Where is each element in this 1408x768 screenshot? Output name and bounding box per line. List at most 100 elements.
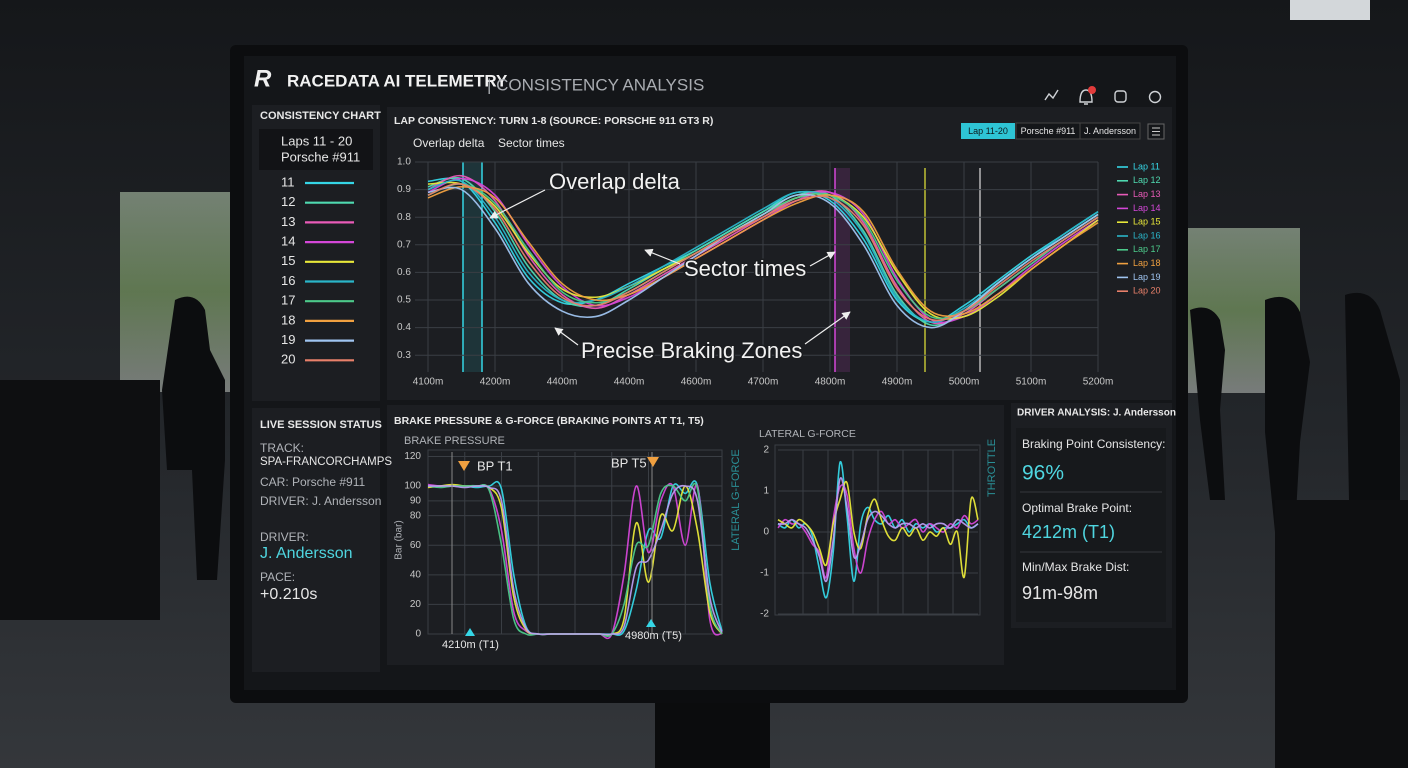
x-tick-label: 4200m bbox=[480, 377, 511, 388]
panel-title: DRIVER ANALYSIS: J. Andersson bbox=[1017, 408, 1176, 419]
x-tick-label: 4600m bbox=[681, 377, 712, 388]
metric-label: Optimal Brake Point: bbox=[1022, 501, 1132, 515]
marker bbox=[465, 628, 475, 636]
x-tick-label: 4900m bbox=[882, 377, 913, 388]
filter-button[interactable] bbox=[1079, 122, 1141, 140]
y-tick-label: 0.3 bbox=[397, 350, 411, 361]
icon-live[interactable] bbox=[1044, 89, 1059, 101]
filter-button[interactable] bbox=[961, 123, 1015, 139]
y-axis-label: LATERAL G-FORCE bbox=[730, 449, 742, 550]
lap-number: 15 bbox=[281, 253, 295, 268]
y-tick-label: 1.0 bbox=[397, 157, 411, 168]
person bbox=[1190, 307, 1225, 500]
icon-shield[interactable] bbox=[1114, 90, 1127, 103]
filter-label: Lap 11-20 bbox=[968, 126, 1008, 136]
lap-number: 12 bbox=[281, 194, 295, 209]
car-name: Porsche #911 bbox=[281, 149, 360, 164]
app-subtitle: | CONSISTENCY ANALYSIS bbox=[487, 75, 704, 94]
x-tick-label: 5200m bbox=[1083, 377, 1114, 388]
y-tick-label: 0 bbox=[763, 527, 769, 538]
metric-label: Braking Point Consistency: bbox=[1022, 437, 1165, 451]
y-tick-label: 20 bbox=[410, 599, 422, 610]
panel-title: LIVE SESSION STATUS bbox=[260, 419, 382, 431]
line-series bbox=[427, 183, 1099, 322]
marker bbox=[458, 461, 470, 471]
legend-label: Lap 17 bbox=[1133, 244, 1161, 254]
legend-label: Lap 18 bbox=[1133, 258, 1161, 268]
y-tick-label: 60 bbox=[410, 540, 422, 551]
y-axis-label: Bar (bar) bbox=[394, 520, 405, 559]
lap-number: 20 bbox=[281, 352, 295, 367]
x-tick-label: 5000m bbox=[949, 377, 980, 388]
filter-label: J. Andersson bbox=[1084, 126, 1136, 136]
person bbox=[162, 296, 225, 580]
tab[interactable]: Sector times bbox=[498, 136, 565, 150]
panel bbox=[387, 107, 1172, 400]
icon-settings[interactable] bbox=[1148, 90, 1162, 104]
driver-name: J. Andersson bbox=[260, 545, 353, 562]
y-tick-label: 0.9 bbox=[397, 184, 411, 195]
line-series bbox=[427, 484, 723, 636]
legend-label: Lap 11 bbox=[1133, 161, 1160, 171]
arrow bbox=[644, 248, 681, 265]
panel bbox=[387, 405, 1004, 665]
annotation: BP T5 bbox=[611, 455, 647, 470]
legend-label: Lap 20 bbox=[1133, 286, 1161, 296]
line-series bbox=[427, 186, 1099, 329]
line-series bbox=[777, 477, 979, 583]
legend-label: Lap 13 bbox=[1133, 189, 1161, 199]
tool-cart bbox=[0, 380, 160, 620]
x-tick-label: 5100m bbox=[1016, 377, 1047, 388]
filter-label: Porsche #911 bbox=[1021, 126, 1076, 136]
y-tick-label: 0.7 bbox=[397, 239, 411, 250]
line-series bbox=[777, 480, 979, 578]
x-tick-label: 4400m bbox=[614, 377, 645, 388]
metric-label: Min/Max Brake Dist: bbox=[1022, 560, 1129, 574]
y2-axis-label: THROTTLE bbox=[986, 439, 998, 497]
y-tick-label: 0.8 bbox=[397, 212, 411, 223]
menu-icon bbox=[1152, 127, 1160, 136]
arrow bbox=[804, 311, 851, 345]
chart-title: LATERAL G-FORCE bbox=[759, 428, 856, 440]
legend-label: Lap 15 bbox=[1133, 217, 1161, 227]
y-tick-label: 40 bbox=[410, 569, 422, 580]
y-tick-label: 0.5 bbox=[397, 295, 411, 306]
annotation: Precise Braking Zones bbox=[581, 338, 802, 363]
chart-title: LAP CONSISTENCY: TURN 1-8 (SOURCE: PORSC… bbox=[394, 115, 713, 127]
lap-number: 16 bbox=[281, 273, 295, 288]
line-series bbox=[427, 186, 1099, 318]
notification-badge bbox=[1088, 86, 1096, 94]
field: CAR: Porsche #911 bbox=[260, 475, 365, 489]
annotation: Sector times bbox=[684, 256, 806, 281]
field-value: SPA-FRANCORCHAMPS bbox=[260, 456, 392, 468]
y-tick-label: 90 bbox=[410, 495, 422, 506]
y-tick-label: -2 bbox=[760, 609, 769, 620]
panel-title: CONSISTENCY CHART bbox=[260, 110, 381, 122]
flight-case bbox=[1275, 500, 1408, 768]
x-tick-label: 4800m bbox=[815, 377, 846, 388]
lap-box bbox=[259, 129, 373, 170]
y-tick-label: 2 bbox=[763, 445, 769, 456]
icon-bell[interactable] bbox=[1079, 89, 1093, 105]
legend-label: Lap 16 bbox=[1133, 230, 1161, 240]
lap-number: 19 bbox=[281, 332, 295, 347]
arrow bbox=[809, 251, 836, 267]
field-label: TRACK: bbox=[260, 441, 304, 455]
legend-label: Lap 12 bbox=[1133, 175, 1161, 185]
zone-band bbox=[835, 168, 850, 372]
y-tick-label: 0 bbox=[415, 629, 421, 640]
lap-number: 17 bbox=[281, 293, 295, 308]
chart-title: BRAKE PRESSURE & G-FORCE (BRAKING POINTS… bbox=[394, 415, 704, 427]
chart-subtitle: BRAKE PRESSURE bbox=[404, 435, 505, 447]
y-tick-label: 120 bbox=[404, 451, 421, 462]
marker bbox=[647, 457, 659, 467]
annotation: Overlap delta bbox=[549, 169, 681, 194]
y-tick-label: -1 bbox=[760, 568, 769, 579]
ceiling-light bbox=[1290, 0, 1370, 20]
tab[interactable]: Overlap delta bbox=[413, 136, 485, 150]
metric-value: 91m-98m bbox=[1022, 583, 1098, 603]
zone-band bbox=[463, 162, 482, 372]
field-label: PACE: bbox=[260, 570, 295, 584]
field: DRIVER: J. Andersson bbox=[260, 494, 381, 508]
